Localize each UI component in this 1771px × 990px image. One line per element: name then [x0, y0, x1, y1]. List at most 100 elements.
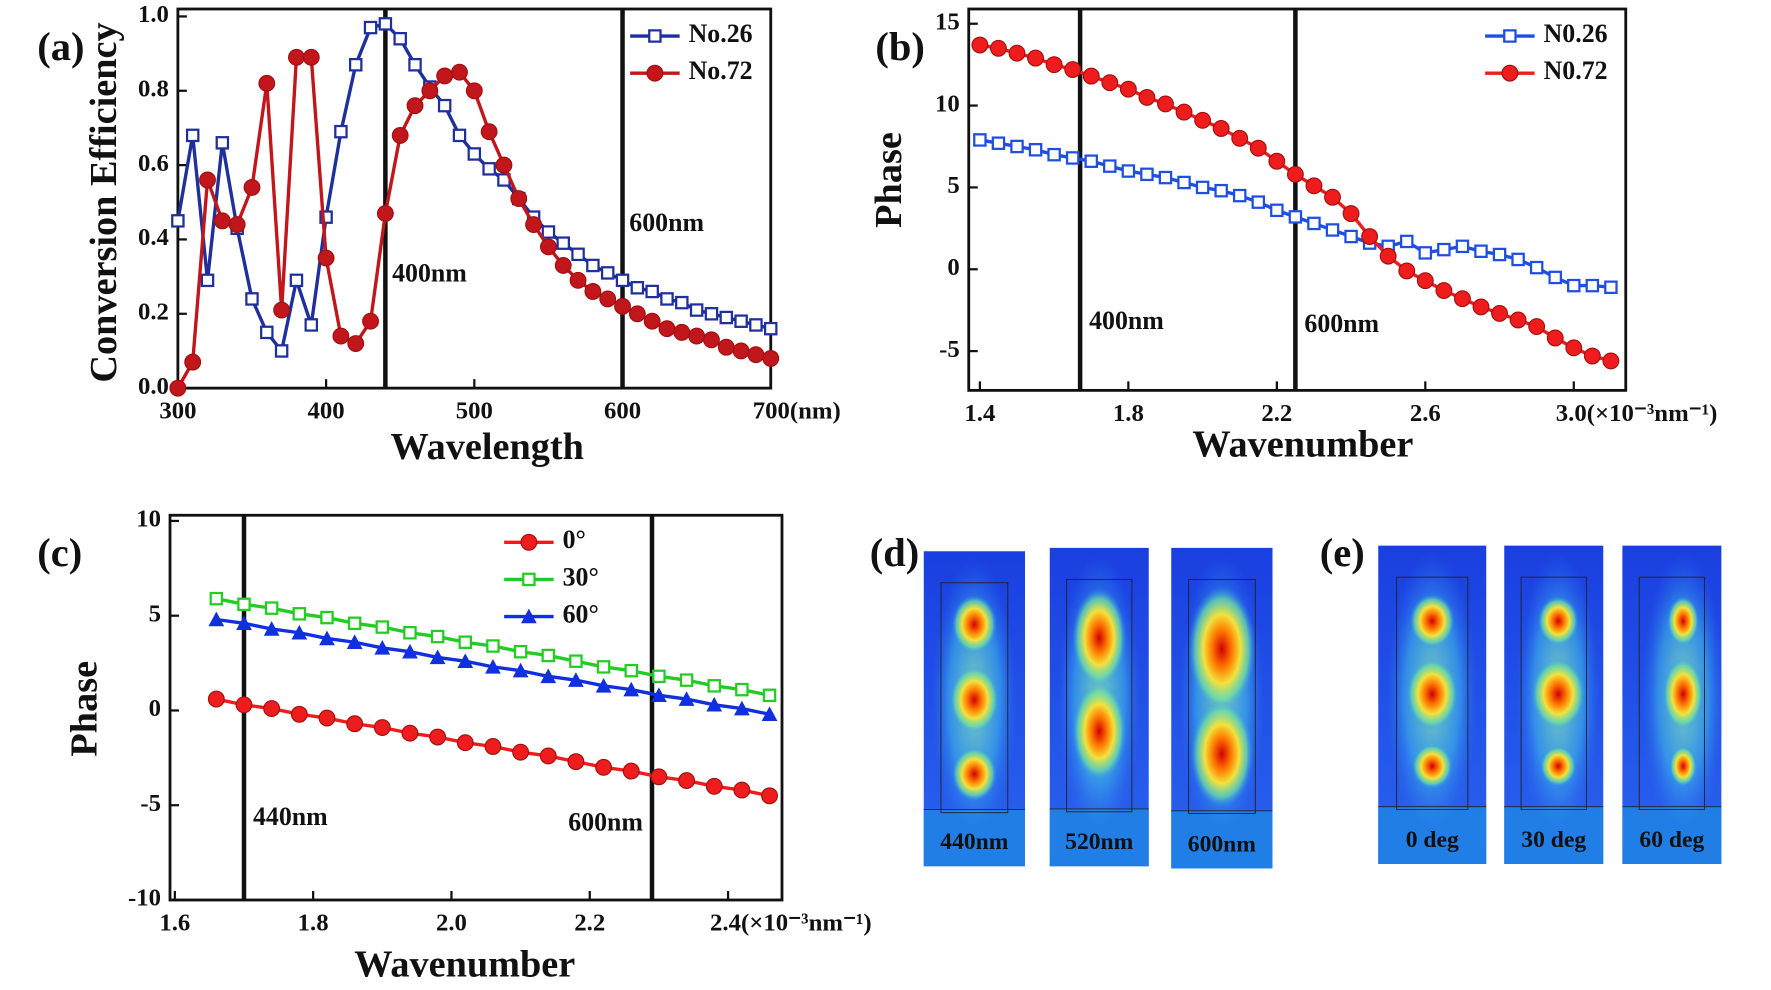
- marker: [1305, 177, 1323, 195]
- marker: [373, 719, 391, 736]
- marker: [1416, 272, 1434, 290]
- legend-marker: [521, 608, 537, 624]
- marker: [652, 669, 666, 684]
- marker: [973, 133, 987, 147]
- marker: [1491, 305, 1508, 322]
- marker: [1103, 159, 1117, 173]
- marker: [678, 772, 696, 790]
- marker: [457, 653, 474, 668]
- marker: [437, 98, 452, 113]
- marker: [675, 295, 689, 310]
- panel-label: (d): [870, 530, 920, 575]
- y-tick-label: -5: [939, 336, 960, 363]
- marker: [1157, 95, 1174, 113]
- marker: [436, 67, 454, 85]
- hotspot: [1406, 658, 1459, 731]
- marker: [1548, 270, 1562, 285]
- marker: [679, 673, 694, 687]
- legend-marker: [520, 533, 538, 551]
- marker: [1528, 318, 1546, 335]
- legend-marker: [522, 572, 536, 587]
- marker: [651, 687, 667, 703]
- marker: [1231, 129, 1249, 147]
- marker: [762, 688, 777, 703]
- structure-outline: [1396, 576, 1469, 810]
- marker: [465, 82, 483, 100]
- legend-marker: [648, 29, 662, 43]
- caption: 0 deg: [1406, 827, 1459, 853]
- x-axis-title: Wavenumber: [354, 943, 575, 985]
- marker: [1027, 49, 1045, 67]
- marker: [1288, 210, 1303, 224]
- marker: [1065, 151, 1080, 165]
- marker: [376, 204, 394, 222]
- caption: 520nm: [1065, 829, 1134, 855]
- marker: [556, 236, 570, 250]
- x-tick-label: 2.6: [1410, 400, 1441, 427]
- marker: [1604, 280, 1618, 295]
- x-tick-label: 700(nm): [753, 398, 841, 425]
- marker: [228, 216, 246, 234]
- marker: [258, 74, 276, 92]
- structure-outline: [1638, 576, 1705, 810]
- marker: [482, 162, 496, 176]
- marker: [567, 753, 585, 771]
- marker: [1082, 67, 1100, 85]
- marker: [1158, 170, 1173, 185]
- marker: [554, 257, 572, 274]
- x-tick-label: 2.2: [574, 909, 605, 936]
- legend-label: No.26: [689, 19, 753, 48]
- marker: [1138, 88, 1156, 106]
- marker: [1398, 262, 1416, 280]
- marker: [480, 123, 498, 141]
- marker: [363, 20, 378, 35]
- marker: [289, 273, 304, 288]
- marker: [1140, 167, 1154, 182]
- marker: [1195, 180, 1210, 195]
- marker: [1585, 278, 1600, 293]
- y-axis-title: Conversion Efficiency: [83, 22, 125, 382]
- marker: [599, 290, 617, 308]
- marker: [320, 610, 334, 625]
- marker: [734, 700, 750, 716]
- marker: [630, 281, 645, 295]
- marker: [568, 672, 584, 687]
- legend-label: 0°: [563, 525, 586, 554]
- hotspot: [1669, 745, 1697, 787]
- marker: [761, 706, 778, 722]
- y-tick-label: 0.4: [138, 224, 169, 251]
- marker: [990, 39, 1007, 57]
- marker: [1602, 352, 1620, 370]
- marker: [1453, 290, 1471, 308]
- panel-label: (c): [37, 530, 82, 575]
- marker: [334, 124, 348, 139]
- annotation: 400nm: [1089, 306, 1164, 335]
- marker: [374, 640, 391, 655]
- y-tick-label: 5: [947, 172, 959, 199]
- marker: [595, 758, 613, 776]
- x-tick-label: 1.8: [298, 909, 329, 936]
- hotspot: [1667, 596, 1699, 646]
- marker: [991, 136, 1006, 150]
- panel-label: (e): [1320, 530, 1365, 575]
- marker: [235, 696, 253, 714]
- legend-marker: [1503, 29, 1517, 43]
- marker: [207, 690, 225, 708]
- marker: [1567, 278, 1581, 293]
- y-tick-label: 0.2: [138, 298, 169, 325]
- marker: [1492, 247, 1507, 262]
- marker: [1342, 205, 1360, 223]
- marker: [512, 662, 529, 678]
- marker: [1437, 242, 1451, 257]
- hotspot: [1409, 594, 1455, 648]
- marker: [1307, 216, 1321, 231]
- x-tick-label: 300: [159, 398, 196, 425]
- marker: [458, 635, 473, 649]
- marker: [525, 216, 543, 234]
- marker: [1379, 247, 1397, 265]
- marker: [430, 629, 445, 644]
- marker: [486, 639, 500, 653]
- y-tick-label: 0.0: [138, 373, 169, 400]
- marker: [1325, 223, 1340, 237]
- marker: [1529, 260, 1544, 275]
